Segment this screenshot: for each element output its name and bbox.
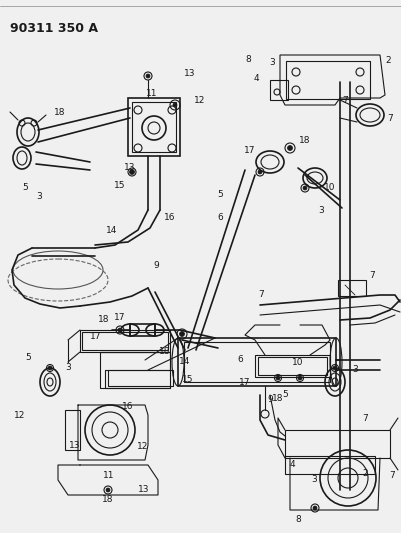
Text: 18: 18: [98, 316, 109, 324]
Text: 9: 9: [153, 261, 158, 270]
Bar: [128, 98, 180, 156]
Text: 5: 5: [282, 391, 287, 400]
Bar: [257, 357, 326, 375]
Text: 3: 3: [311, 475, 316, 484]
Circle shape: [179, 332, 184, 336]
Text: 11: 11: [146, 88, 157, 98]
Text: 14: 14: [179, 358, 190, 367]
Text: 10: 10: [324, 183, 335, 192]
Text: 3: 3: [65, 364, 71, 373]
Bar: [80, 330, 170, 352]
Bar: [65, 410, 80, 450]
Circle shape: [312, 506, 316, 510]
Circle shape: [118, 328, 122, 332]
Bar: [284, 456, 374, 474]
Circle shape: [129, 169, 134, 174]
Text: 4: 4: [253, 74, 258, 83]
Text: 17: 17: [114, 313, 126, 322]
Text: 2: 2: [384, 55, 390, 64]
Bar: [269, 80, 287, 100]
Text: 18: 18: [54, 109, 65, 117]
Text: 17: 17: [90, 333, 101, 341]
Text: 2: 2: [361, 469, 367, 478]
Text: 18: 18: [272, 394, 283, 403]
Bar: [337, 280, 365, 296]
Text: 16: 16: [164, 214, 175, 222]
Bar: [254, 355, 329, 377]
Text: 12: 12: [194, 95, 205, 104]
Text: 10: 10: [291, 358, 302, 367]
Text: 7: 7: [368, 271, 374, 279]
Circle shape: [172, 103, 176, 107]
Text: 17: 17: [238, 378, 249, 387]
Bar: [178, 338, 335, 386]
Circle shape: [48, 366, 52, 370]
Text: 5: 5: [217, 190, 223, 199]
Bar: [284, 430, 389, 458]
Text: 12: 12: [14, 411, 25, 420]
Text: 3: 3: [351, 366, 357, 375]
Circle shape: [257, 170, 261, 174]
Text: 8: 8: [294, 515, 300, 524]
Bar: [82, 332, 168, 350]
Bar: [285, 61, 369, 99]
Text: 4: 4: [289, 461, 295, 469]
Text: 7: 7: [388, 472, 394, 481]
Text: 14: 14: [106, 226, 117, 235]
Text: 9: 9: [266, 395, 272, 405]
Text: 12: 12: [137, 442, 148, 451]
Bar: [108, 370, 172, 386]
Circle shape: [297, 376, 301, 380]
Text: 3: 3: [36, 192, 42, 200]
Text: 11: 11: [103, 471, 114, 480]
Text: 15: 15: [114, 181, 125, 190]
Text: 7: 7: [386, 114, 392, 123]
Bar: [100, 352, 170, 388]
Text: 5: 5: [25, 353, 31, 362]
Text: 3: 3: [317, 206, 323, 215]
Text: 13: 13: [124, 164, 136, 173]
Text: 18: 18: [298, 135, 310, 144]
Circle shape: [302, 186, 306, 190]
Bar: [130, 324, 155, 336]
Circle shape: [146, 74, 150, 78]
Bar: [132, 102, 176, 152]
Text: 6: 6: [237, 356, 242, 365]
Text: 15: 15: [182, 376, 193, 384]
Text: 13: 13: [138, 485, 149, 494]
Circle shape: [106, 488, 110, 492]
Text: 6: 6: [217, 213, 223, 222]
Text: 18: 18: [102, 496, 113, 505]
Text: 16: 16: [122, 402, 133, 410]
Bar: [184, 342, 329, 382]
Text: 7: 7: [341, 96, 347, 104]
Text: 18: 18: [159, 348, 170, 357]
Text: 7: 7: [258, 290, 263, 298]
Text: 13: 13: [184, 69, 195, 77]
Text: 8: 8: [245, 55, 251, 64]
Text: 7: 7: [361, 414, 367, 423]
Text: 5: 5: [22, 183, 28, 192]
Text: 13: 13: [69, 441, 80, 450]
Circle shape: [332, 366, 336, 370]
Circle shape: [275, 376, 279, 380]
Text: 3: 3: [268, 58, 274, 67]
Circle shape: [287, 146, 292, 150]
Text: 90311 350 A: 90311 350 A: [10, 22, 98, 35]
Text: 17: 17: [244, 146, 255, 155]
